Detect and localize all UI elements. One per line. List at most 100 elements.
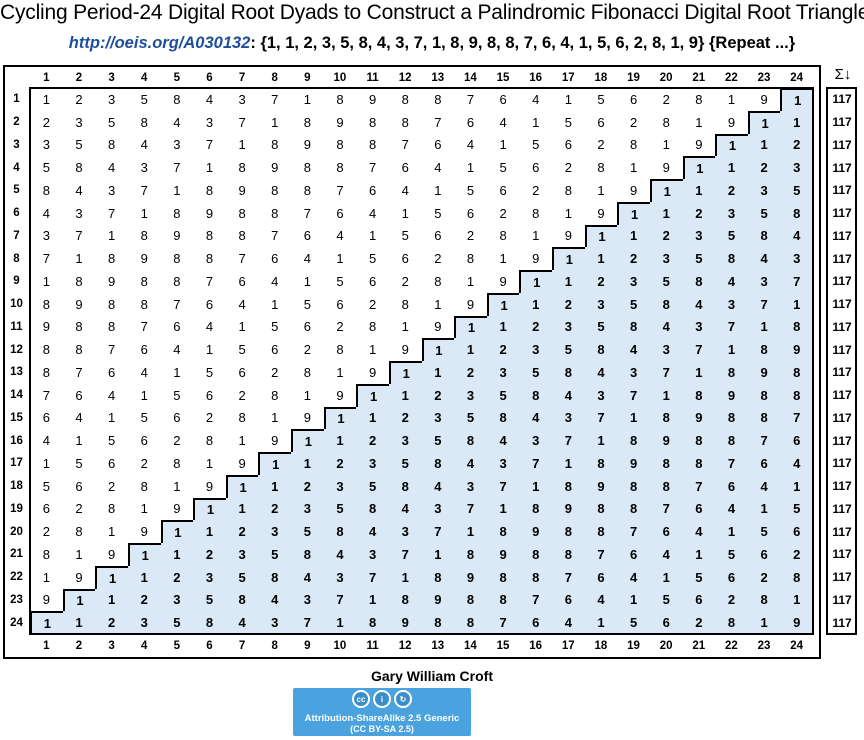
table-cell: 2 — [780, 133, 813, 157]
table-cell: 9 — [584, 474, 618, 498]
table-cell: 8 — [238, 410, 246, 426]
table-cell: 3 — [323, 474, 357, 498]
table-cell: 6 — [715, 565, 748, 589]
table-cell: 1 — [747, 110, 781, 134]
table-cell: 2 — [466, 228, 475, 244]
table-cell: 1 — [780, 88, 813, 111]
table-cell: 4 — [519, 406, 552, 430]
table-cell: 8 — [682, 270, 716, 293]
table-cell: 8 — [291, 543, 324, 566]
table-cell: 8 — [715, 247, 748, 270]
table-cell: 4 — [552, 611, 585, 634]
table-cell: 3 — [584, 292, 618, 316]
table-cell: 8 — [715, 611, 748, 634]
table-cell: 5 — [225, 565, 259, 589]
column-footer: 12 — [398, 640, 412, 652]
column-header: 10 — [333, 71, 347, 84]
table-cell: 1 — [42, 569, 50, 585]
table-cell: 6 — [336, 296, 344, 312]
column-footer: 23 — [757, 640, 771, 652]
table-cell: 9 — [662, 160, 670, 176]
column-footer: 17 — [561, 640, 575, 652]
table-cell: 8 — [486, 588, 520, 612]
table-cell: 8 — [715, 406, 748, 430]
row-sum: 117 — [832, 92, 852, 107]
table-cell: 5 — [238, 342, 246, 358]
table-cell: 8 — [695, 91, 703, 107]
table-cell: 1 — [532, 228, 540, 244]
table-cell: 9 — [107, 546, 116, 562]
oeis-link[interactable]: http://oeis.org/A030132 — [68, 34, 251, 52]
cc-icon: cc — [352, 690, 370, 708]
table-cell: 8 — [303, 114, 311, 130]
table-cell: 5 — [486, 383, 520, 407]
table-cell: 4 — [401, 182, 409, 198]
table-cell: 4 — [173, 114, 181, 130]
table-cell: 7 — [519, 588, 552, 612]
table-cell: 2 — [205, 410, 214, 426]
table-cell: 1 — [649, 565, 683, 589]
table-cell: 1 — [95, 588, 128, 612]
table-cell: 4 — [107, 387, 116, 403]
table-cell: 5 — [584, 315, 618, 339]
table-cell: 8 — [682, 429, 716, 452]
table-cell: 8 — [662, 114, 670, 130]
column-header: 3 — [108, 71, 115, 84]
column-header: 16 — [529, 71, 543, 84]
table-cell: 3 — [682, 315, 716, 339]
row-header: 6 — [13, 207, 20, 220]
table-cell: 1 — [584, 224, 618, 248]
table-cell: 8 — [205, 228, 214, 244]
table-cell: 8 — [336, 91, 344, 107]
table-cell: 1 — [715, 338, 748, 361]
table-cell: 1 — [388, 383, 422, 407]
table-cell: 7 — [75, 228, 83, 244]
table-cell: 3 — [617, 361, 650, 384]
table-cell: 7 — [205, 137, 214, 153]
table-cell: 4 — [454, 452, 487, 475]
table-cell: 5 — [401, 228, 409, 244]
table-cell: 3 — [205, 114, 214, 130]
table-cell: 1 — [271, 296, 279, 312]
table-cell: 5 — [388, 452, 422, 475]
column-footer: 19 — [627, 640, 640, 652]
table-cell: 1 — [584, 247, 618, 270]
table-cell: 8 — [336, 342, 344, 358]
table-cell: 1 — [75, 433, 83, 449]
table-cell: 4 — [617, 338, 650, 361]
table-cell: 8 — [747, 588, 781, 612]
table-cell: 1 — [62, 611, 96, 634]
table-cell: 8 — [303, 160, 311, 176]
table-cell: 8 — [42, 364, 50, 380]
table-cell: 8 — [238, 160, 246, 176]
row-header: 7 — [13, 229, 20, 242]
table-cell: 8 — [193, 611, 226, 634]
row-header: 5 — [13, 184, 20, 197]
table-cell: 8 — [42, 296, 50, 312]
table-cell: 1 — [42, 455, 50, 471]
table-cell: 2 — [564, 160, 572, 176]
table-cell: 8 — [486, 565, 520, 589]
page-title: Cycling Period-24 Digital Root Dyads to … — [0, 1, 864, 24]
table-cell: 5 — [368, 251, 377, 267]
row-sum: 117 — [832, 570, 852, 585]
table-cell: 1 — [499, 137, 507, 153]
table-cell: 5 — [617, 292, 650, 316]
cc-license-badge[interactable]: cc i ↻ Attribution-ShareAlike 2.5 Generi… — [293, 688, 471, 736]
table-cell: 7 — [303, 205, 311, 221]
table-cell: 8 — [75, 273, 83, 289]
table-cell: 8 — [780, 565, 813, 589]
table-cell: 9 — [519, 520, 552, 543]
table-cell: 8 — [173, 251, 181, 267]
table-cell: 7 — [434, 114, 442, 130]
row-sum: 117 — [832, 388, 852, 403]
table-cell: 2 — [715, 179, 748, 202]
table-cell: 9 — [649, 429, 683, 452]
table-cell: 5 — [649, 270, 683, 293]
table-cell: 6 — [401, 160, 409, 176]
column-header: 24 — [790, 71, 804, 84]
table-cell: 1 — [356, 406, 389, 430]
table-cell: 5 — [75, 455, 83, 471]
table-cell: 2 — [519, 315, 552, 339]
